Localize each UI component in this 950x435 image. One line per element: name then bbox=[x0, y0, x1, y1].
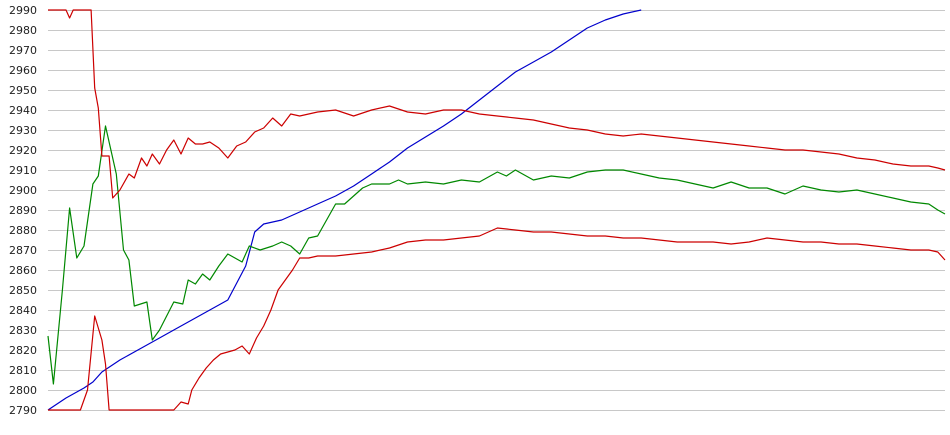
y-tick-label: 2920 bbox=[9, 144, 37, 157]
series-line-2 bbox=[47, 125, 946, 385]
y-tick-label: 2890 bbox=[9, 204, 37, 217]
y-tick-label: 2980 bbox=[9, 24, 37, 37]
series-lines bbox=[47, 9, 946, 411]
y-tick-label: 2820 bbox=[9, 344, 37, 357]
y-tick-label: 2840 bbox=[9, 304, 37, 317]
y-tick-label: 2930 bbox=[9, 124, 37, 137]
y-axis-ticks: 2790 2800 2810 2820 2830 2840 2850 2860 2870 2880… bbox=[9, 4, 37, 417]
y-tick-label: 2970 bbox=[9, 44, 37, 57]
y-tick-label: 2910 bbox=[9, 164, 37, 177]
series-line-1 bbox=[47, 9, 642, 411]
grid bbox=[48, 10, 945, 411]
y-tick-label: 2850 bbox=[9, 284, 37, 297]
y-tick-label: 2880 bbox=[9, 224, 37, 237]
series-line-3 bbox=[48, 9, 946, 199]
y-tick-label: 2950 bbox=[9, 84, 37, 97]
y-tick-label: 2900 bbox=[9, 184, 37, 197]
y-tick-label: 2990 bbox=[9, 4, 37, 17]
y-tick-label: 2830 bbox=[9, 324, 37, 337]
y-tick-label: 2810 bbox=[9, 364, 37, 377]
y-tick-label: 2940 bbox=[9, 104, 37, 117]
y-tick-label: 2870 bbox=[9, 244, 37, 257]
y-tick-label: 2960 bbox=[9, 64, 37, 77]
series-line-4 bbox=[48, 227, 946, 411]
y-tick-label: 2860 bbox=[9, 264, 37, 277]
y-tick-label: 2790 bbox=[9, 404, 37, 417]
y-tick-label: 2800 bbox=[9, 384, 37, 397]
